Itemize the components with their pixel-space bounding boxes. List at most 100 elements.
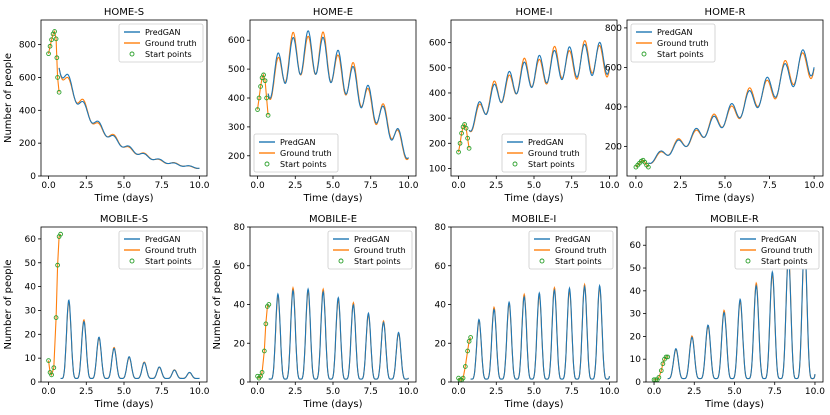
start-point-marker xyxy=(665,354,671,360)
x-tick-label: 0.0 xyxy=(629,181,644,191)
legend-entry: Ground truth xyxy=(657,39,709,48)
start-point-marker xyxy=(51,365,57,371)
legend-marker xyxy=(129,51,135,57)
start-point-marker xyxy=(457,140,463,146)
start-point-marker xyxy=(264,95,269,101)
start-point-marker xyxy=(456,149,461,155)
series-ground-truth-line xyxy=(58,67,200,170)
legend-marker xyxy=(129,258,135,264)
series-predgan-line xyxy=(648,49,815,164)
x-tick-label: 7.5 xyxy=(565,387,579,397)
legend-entry: Ground truth xyxy=(528,149,580,158)
legend-box xyxy=(118,230,204,270)
x-axis-label: Time (days) xyxy=(93,193,153,204)
start-point-marker xyxy=(55,262,60,268)
y-tick-label: 10 xyxy=(630,355,642,365)
start-point-marker xyxy=(54,55,60,61)
y-tick-label: 40 xyxy=(435,301,447,311)
start-point-marker xyxy=(258,373,263,379)
y-tick-label: 80 xyxy=(234,223,246,233)
start-point-marker xyxy=(263,321,269,327)
x-tick-label: 2.5 xyxy=(288,387,302,397)
x-tick-label: 0.0 xyxy=(451,387,466,397)
x-tick-label: 5.0 xyxy=(117,181,132,191)
legend-entry: Start points xyxy=(528,160,575,169)
y-tick-label: 0 xyxy=(30,172,36,182)
legend-entry: Start points xyxy=(761,257,808,266)
legend-box xyxy=(501,133,587,173)
y-tick-label: 200 xyxy=(605,142,622,152)
x-tick-label: 0.0 xyxy=(647,387,662,397)
y-tick-label: 100 xyxy=(429,164,446,174)
start-point-marker xyxy=(462,122,467,127)
legend-box xyxy=(118,23,204,63)
start-segment-line xyxy=(47,233,62,377)
legend-box xyxy=(327,230,413,270)
legend: PredGAN Ground truth Start points xyxy=(734,230,820,270)
x-tick-label: 7.5 xyxy=(565,181,579,191)
start-point-marker xyxy=(58,231,63,237)
legend: PredGAN Ground truth Start points xyxy=(501,133,587,173)
y-axis-label: Number of people xyxy=(3,53,14,143)
y-tick-label: 10 xyxy=(25,354,37,364)
y-tick-label: 0 xyxy=(440,378,446,388)
y-tick-label: 800 xyxy=(605,24,622,34)
x-tick-label: 7.5 xyxy=(155,181,169,191)
y-tick-label: 500 xyxy=(228,65,245,75)
legend: PredGAN Ground truth Start points xyxy=(528,230,614,270)
start-point-marker xyxy=(663,354,669,360)
legend-marker xyxy=(539,258,545,264)
start-point-marker xyxy=(258,84,263,89)
y-tick-label: 300 xyxy=(429,114,446,124)
start-segment-line xyxy=(458,337,472,381)
series-ground-truth-line xyxy=(267,31,409,161)
panel-mobile-r: MOBILE-R 0.0 2.5 5.0 7.5 10.0 0 10 20 30 40 50 60 Tim… xyxy=(630,214,826,410)
x-tick-label: 2.5 xyxy=(687,387,701,397)
panel-title: MOBILE-R xyxy=(710,214,759,225)
legend-entry: Ground truth xyxy=(145,39,197,48)
start-point-marker xyxy=(261,348,267,354)
x-tick-label: 2.5 xyxy=(79,387,93,397)
start-point-marker xyxy=(465,135,470,141)
series-ground-truth-line xyxy=(648,52,815,165)
start-point-marker xyxy=(259,369,265,375)
x-tick-label: 5.0 xyxy=(117,387,132,397)
x-tick-label: 2.5 xyxy=(79,181,93,191)
legend-entry: Start points xyxy=(145,257,192,266)
y-tick-label: 200 xyxy=(429,139,446,149)
y-tick-label: 60 xyxy=(630,241,642,251)
y-axis-label: Number of people xyxy=(212,259,223,349)
x-tick-label: 10.0 xyxy=(398,181,418,191)
axes-frame xyxy=(249,226,417,383)
legend: PredGAN Ground truth Start points xyxy=(253,133,339,173)
start-point-marker xyxy=(265,112,271,118)
start-point-marker xyxy=(262,78,268,84)
legend: PredGAN Ground truth Start points xyxy=(327,230,413,270)
panel-title: HOME-I xyxy=(516,7,553,18)
y-tick-label: 600 xyxy=(429,39,446,49)
start-point-marker xyxy=(46,51,51,57)
y-tick-label: 500 xyxy=(429,64,446,74)
y-tick-label: 50 xyxy=(630,264,642,274)
x-axis-label: Time (days) xyxy=(704,399,764,410)
panel-title: HOME-E xyxy=(313,7,353,18)
x-tick-label: 0.0 xyxy=(250,181,265,191)
series-predgan-line xyxy=(470,283,611,380)
legend-entry: Start points xyxy=(280,160,327,169)
panel-mobile-s: MOBILE-S 0.0 2.5 5.0 7.5 10.0 0 10 20 30 40 50 60 Tim… xyxy=(3,214,210,410)
x-tick-label: 7.5 xyxy=(762,181,776,191)
x-tick-label: 5.0 xyxy=(718,181,733,191)
start-segment-line xyxy=(257,304,270,379)
legend-marker xyxy=(338,258,344,264)
x-tick-label: 10.0 xyxy=(805,387,825,397)
y-tick-label: 400 xyxy=(605,103,622,113)
y-tick-label: 600 xyxy=(19,73,36,83)
x-tick-label: 5.0 xyxy=(727,387,742,397)
legend-box xyxy=(630,23,716,63)
panel-home-e: HOME-E 0.0 2.5 5.0 7.5 10.0 200 300 400 500 600 Tim… xyxy=(228,7,419,204)
legend-entry: PredGAN xyxy=(761,235,796,244)
legend-entry: Ground truth xyxy=(354,246,406,255)
axes-frame xyxy=(40,226,208,383)
x-tick-label: 0.0 xyxy=(250,387,265,397)
start-point-marker xyxy=(459,130,464,136)
